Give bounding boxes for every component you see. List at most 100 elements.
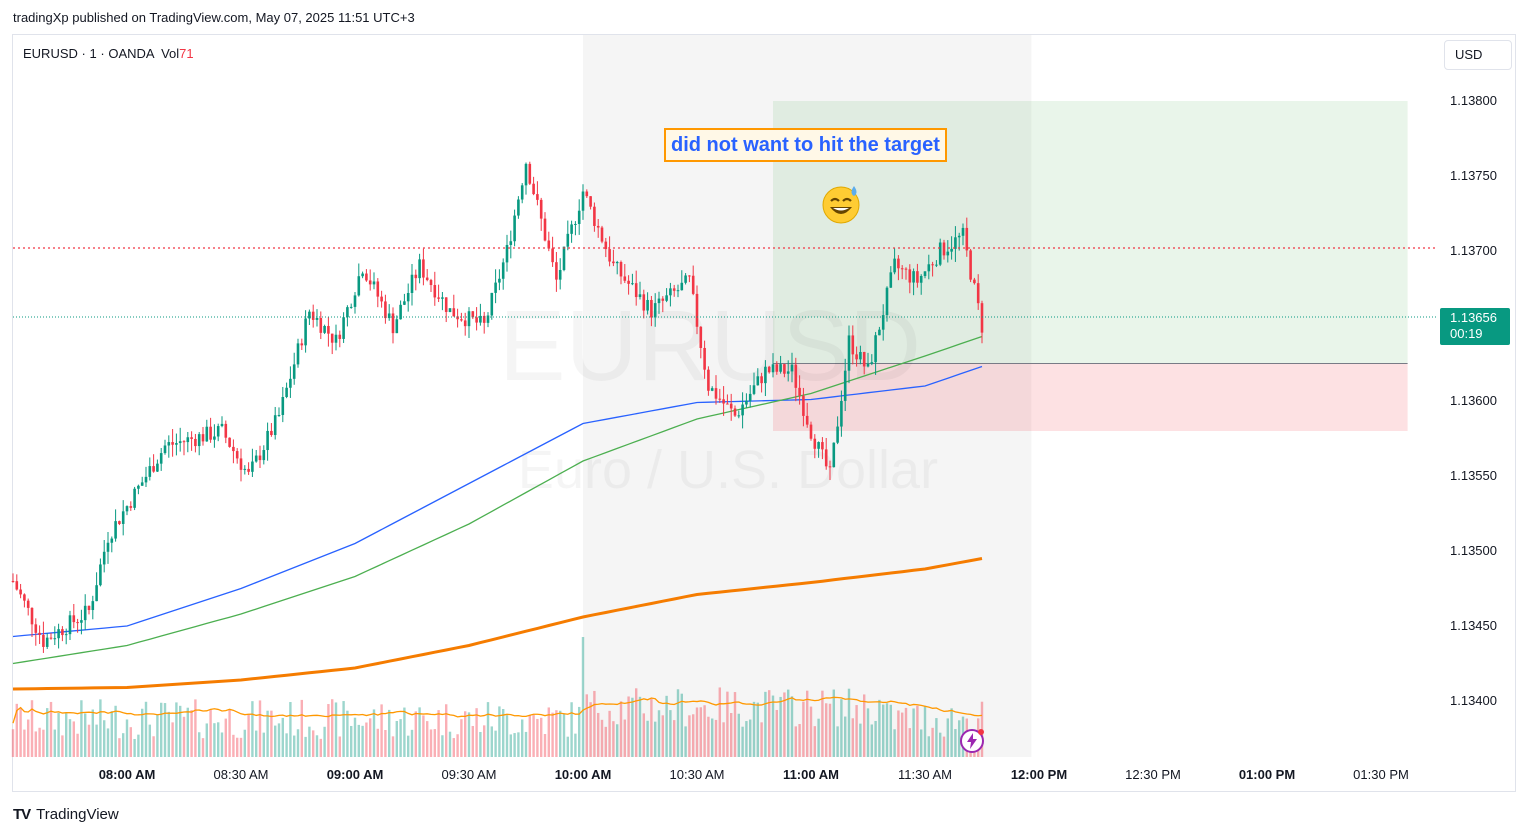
candle [152, 454, 155, 473]
candle-body [137, 485, 140, 489]
volume-bar [711, 718, 714, 757]
candle [688, 275, 691, 283]
candle [532, 176, 535, 196]
volume-bar [505, 715, 509, 757]
candle-body [110, 538, 114, 543]
candle-body [969, 250, 972, 280]
volume-bar [247, 713, 250, 757]
long-position-stop-zone [773, 363, 1408, 431]
candle-body [965, 227, 969, 251]
volume-bar [49, 701, 53, 757]
volume-bar [433, 729, 436, 757]
volume-bar [787, 689, 790, 757]
candle-body [612, 261, 615, 264]
volume-bar [205, 723, 208, 757]
volume-bar [483, 725, 486, 757]
candle-body [634, 283, 638, 298]
candle-body [733, 408, 737, 416]
symbol-sep-2: · [100, 46, 105, 61]
candle-body [148, 466, 152, 477]
candle-body [726, 403, 729, 405]
y-tick-label: 1.13750 [1450, 168, 1497, 183]
candle-body [786, 371, 790, 374]
volume-bar [616, 724, 619, 757]
candle-body [456, 316, 459, 320]
volume-bar [779, 696, 782, 757]
candle-body [106, 542, 110, 552]
candle [15, 574, 19, 591]
candle [885, 286, 889, 322]
candle [330, 333, 334, 355]
candle [760, 372, 763, 393]
volume-bar [673, 720, 676, 757]
candle-body [741, 404, 744, 416]
candle [976, 274, 980, 310]
candle-body [64, 634, 68, 636]
candle-body [661, 298, 665, 301]
symbol-name: EURUSD [23, 46, 78, 61]
volume-bar [72, 721, 75, 757]
candle-body [821, 442, 824, 450]
volume-bar [749, 719, 752, 757]
currency-button[interactable]: USD [1444, 40, 1512, 70]
candle-body [53, 638, 57, 640]
volume-bar [509, 734, 512, 757]
volume-bar [585, 694, 588, 757]
candle-body [83, 605, 87, 621]
candle-body [163, 445, 167, 454]
footer-brand[interactable]: TV TradingView [13, 806, 119, 823]
volume-label: Vol [161, 46, 180, 61]
lightning-icon[interactable] [958, 727, 986, 755]
candle-body [779, 364, 782, 372]
volume-bar [836, 726, 839, 757]
candle-body [452, 308, 456, 317]
candle-body [254, 455, 258, 462]
candle-body [874, 335, 877, 363]
candle-body [45, 637, 49, 647]
volume-bar [342, 701, 345, 757]
candle [80, 609, 83, 635]
candle [965, 217, 969, 257]
candle [410, 263, 414, 306]
y-tick-label: 1.13400 [1450, 693, 1497, 708]
volume-bar [289, 702, 292, 757]
candle [273, 406, 277, 440]
volume-bar [840, 699, 843, 757]
candle-body [805, 415, 809, 425]
candle [608, 236, 611, 267]
volume-bar [23, 729, 26, 757]
candle [969, 248, 972, 283]
candle-body [273, 415, 277, 436]
candle [209, 417, 212, 443]
candle-body [574, 223, 577, 225]
volume-bar [657, 710, 661, 757]
volume-bar [228, 709, 231, 757]
candle [186, 431, 190, 453]
volume-bar [338, 736, 341, 757]
candle-body [642, 294, 646, 311]
candle-body [570, 224, 573, 234]
candle [235, 448, 239, 464]
candle [156, 459, 159, 473]
candle-body [289, 378, 292, 388]
candle-body [95, 585, 98, 602]
candle [167, 435, 171, 458]
volume-bar [927, 736, 930, 757]
candle-body [414, 274, 418, 279]
symbol-legend[interactable]: EURUSD · 1 · OANDA Vol71 [23, 46, 194, 61]
candle [311, 304, 315, 328]
candle [593, 202, 596, 232]
candle [798, 375, 801, 405]
candle-body [878, 329, 881, 336]
text-annotation[interactable]: did not want to hit the target [664, 128, 947, 162]
candle-body [338, 334, 342, 339]
volume-bar [718, 687, 721, 757]
volume-bar [209, 709, 212, 757]
volume-bar [863, 694, 866, 757]
candle [767, 365, 771, 374]
candle [729, 393, 733, 421]
candle [205, 419, 209, 442]
candle-body [429, 280, 433, 286]
candle-body [923, 271, 927, 276]
